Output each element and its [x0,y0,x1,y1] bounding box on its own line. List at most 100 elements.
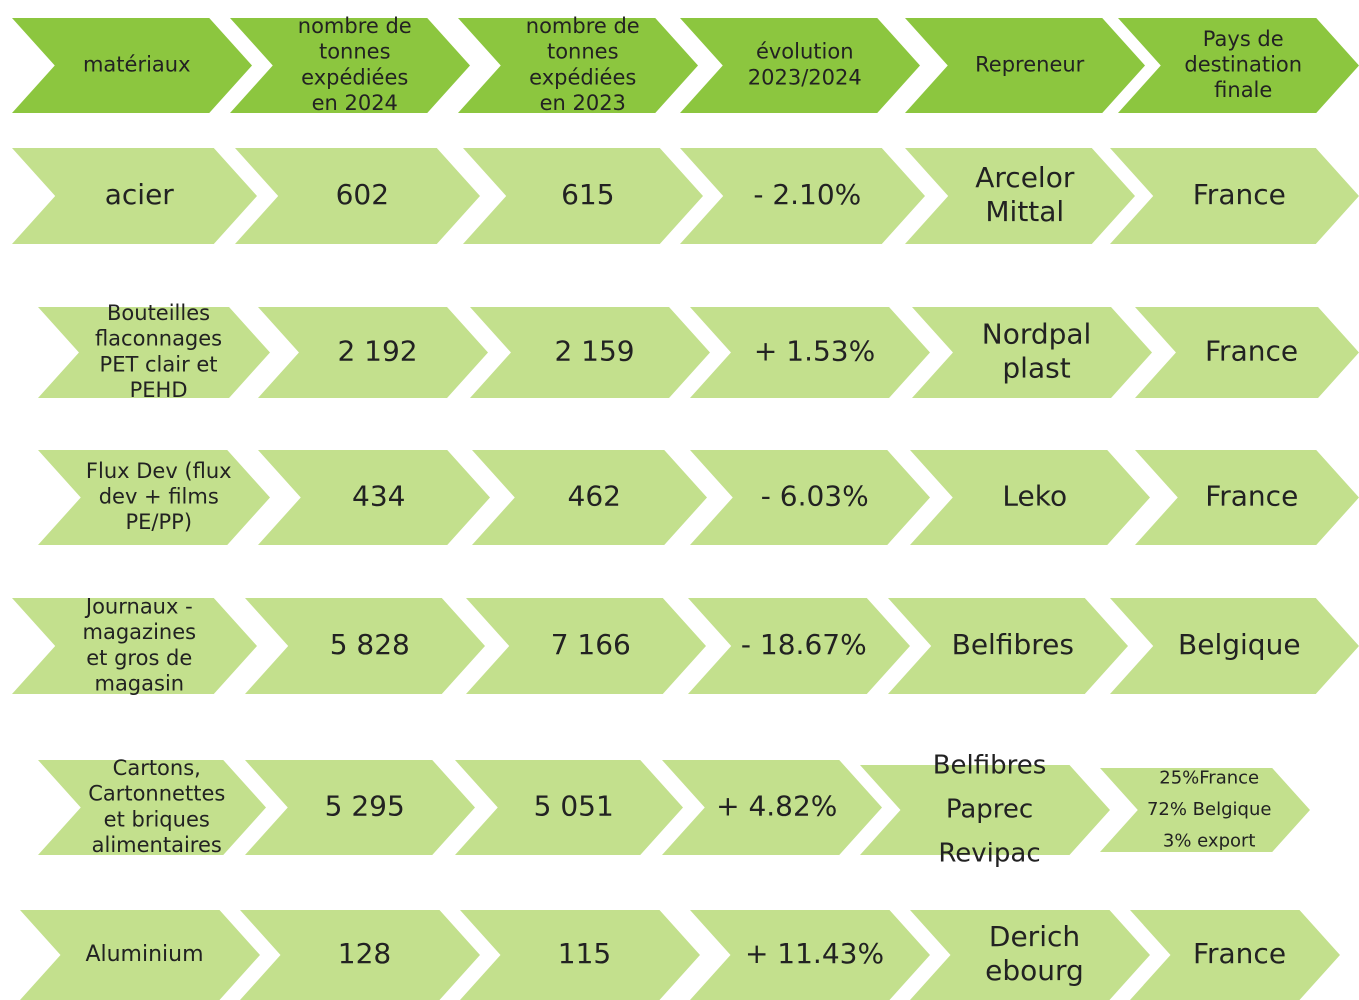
cell-text: ebourg [985,954,1084,987]
header-text: tonnes [547,40,619,64]
cell-chevron [245,598,485,694]
cell-text: magazines [83,620,197,644]
cell-text: PE/PP) [125,510,192,534]
cell-chevron [690,307,930,398]
cell-text: Flux Dev (flux [86,459,232,483]
cell-chevron [38,760,266,855]
cell-chevron [258,307,488,398]
header-text: Pays de [1203,27,1284,51]
cell-chevron [688,598,910,694]
cell-chevron [245,760,475,855]
cell-text: Leko [1002,480,1067,513]
cell-text: PET clair et [100,352,218,376]
cell-text: + 1.53% [754,335,875,368]
cell-text: flaconnages [95,327,222,351]
cell-chevron [1110,598,1359,694]
cell-text: Paprec [946,795,1033,825]
cell-text: 2 192 [337,335,417,368]
cell-text: Belfibres [952,628,1074,661]
cell-text: Mittal [985,195,1064,228]
cell-chevron [38,307,270,398]
header-chevron [680,18,920,113]
cell-chevron [455,760,683,855]
cell-text: Belfibres [933,750,1047,780]
cell-chevron [235,148,480,244]
cell-chevron [912,307,1152,398]
header-text: tonnes [319,40,391,64]
header-chevron [230,18,470,113]
header-chevron [458,18,698,113]
cell-chevron [690,910,930,1000]
cell-text: France [1193,178,1286,211]
cell-chevron [12,598,257,694]
cell-chevron [1135,307,1359,398]
cell-chevron [472,450,707,545]
cell-text: dev + films [99,485,219,509]
cell-text: Journaux - [84,595,193,619]
cell-text: Cartons, [113,756,201,780]
cell-text: Cartonnettes [88,782,225,806]
cell-text: + 4.82% [716,790,837,823]
header-chevron [905,18,1145,113]
cell-chevron [680,148,925,244]
cell-text: France [1205,335,1298,368]
header-text: expédiées [529,65,636,89]
cell-chevron [910,450,1150,545]
header-text: nombre de [526,14,640,38]
cell-chevron [1110,148,1359,244]
cell-text: - 6.03% [761,480,869,513]
cell-chevron [460,910,700,1000]
cell-chevron [20,910,260,1000]
cell-chevron [1135,450,1359,545]
cell-text: Aluminium [85,942,203,967]
cell-text: Revipac [938,839,1040,869]
header-text: expédiées [301,65,408,89]
cell-text: 2 159 [554,335,634,368]
cell-text: 128 [338,937,391,970]
cell-text: Arcelor [975,161,1075,194]
cell-chevron [860,765,1110,855]
cell-text: 602 [336,178,389,211]
header-chevron [1118,18,1359,113]
cell-text: alimentaires [92,833,222,857]
cell-chevron [466,598,706,694]
cell-chevron [910,910,1150,1000]
cell-text: 5 828 [330,628,410,661]
cell-chevron [1100,768,1310,852]
cell-chevron [690,450,930,545]
cell-chevron [1130,910,1340,1000]
cell-chevron [38,450,270,545]
cell-text: PEHD [130,378,188,402]
header-text: évolution [756,40,854,64]
cell-chevron [470,307,710,398]
cell-text: 5 051 [534,790,614,823]
cell-text: et gros de [86,646,192,670]
cell-text: 615 [561,178,614,211]
cell-text: Nordpal [982,317,1092,350]
cell-text: - 2.10% [753,178,861,211]
header-chevron [12,18,252,113]
cell-text: 72% Belgique [1147,799,1272,820]
cell-chevron [258,450,490,545]
cell-chevron [463,148,703,244]
cell-text: France [1193,937,1286,970]
header-text: en 2023 [540,91,626,115]
header-text: 2023/2024 [748,65,862,89]
cell-text: 3% export [1163,831,1256,852]
cell-chevron [905,148,1135,244]
cell-text: 434 [352,480,405,513]
cell-text: 5 295 [325,790,405,823]
cell-text: Derich [989,920,1080,953]
cell-text: - 18.67% [741,628,867,661]
cell-chevron [888,598,1128,694]
cell-chevron [240,910,480,1000]
cell-chevron [662,760,882,855]
header-text: finale [1214,78,1272,102]
cell-text: acier [105,178,175,211]
header-text: matériaux [83,53,191,77]
cell-text: Bouteilles [107,301,210,325]
header-text: Repreneur [975,53,1085,77]
cell-text: 115 [558,937,611,970]
cell-text: + 11.43% [745,937,884,970]
